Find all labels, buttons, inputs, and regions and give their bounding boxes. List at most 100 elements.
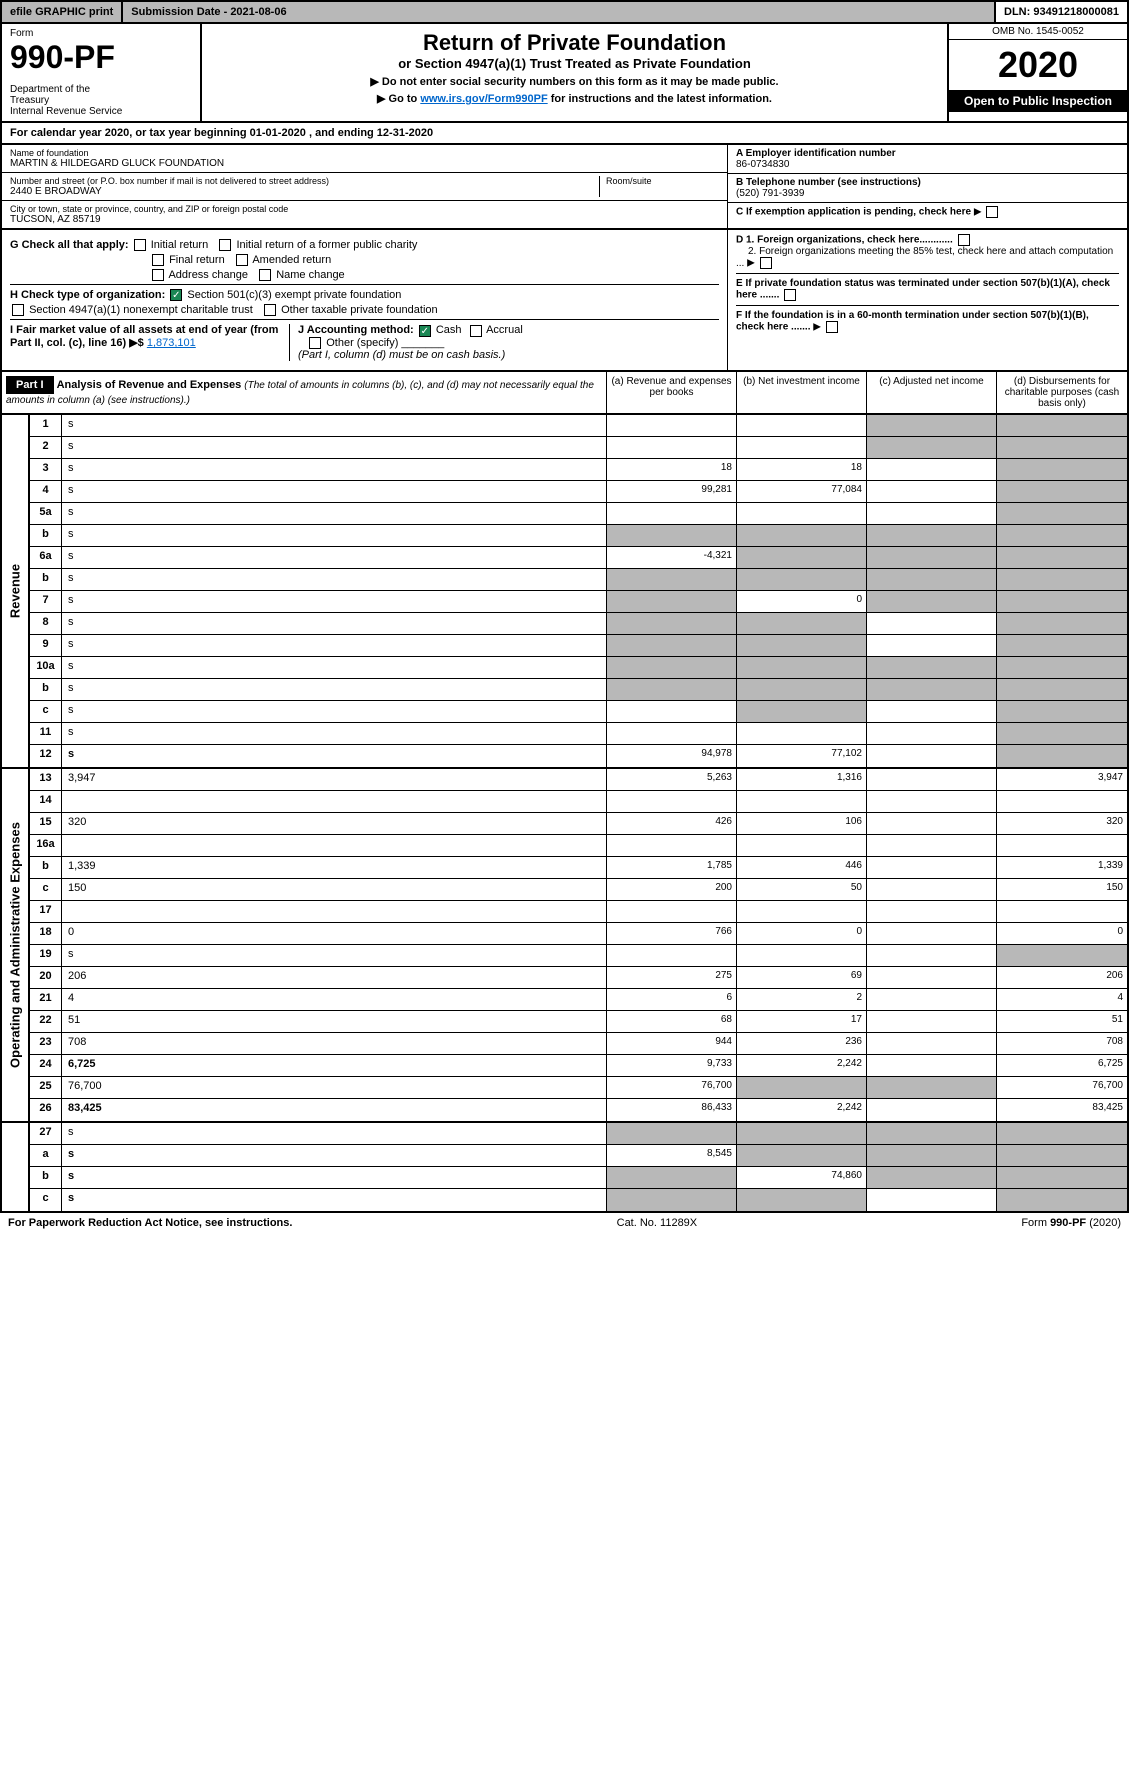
- value-cell-b: [737, 635, 867, 656]
- line-description: s: [62, 1123, 607, 1144]
- checks-left: G Check all that apply: Initial return I…: [2, 230, 727, 370]
- part1-title-cell: Part I Analysis of Revenue and Expenses …: [2, 372, 607, 413]
- line-description: 6,725: [62, 1055, 607, 1076]
- d2-checkbox[interactable]: [760, 257, 772, 269]
- info-right: A Employer identification number 86-0734…: [727, 145, 1127, 228]
- value-cell-b: 0: [737, 923, 867, 944]
- value-cell-c: [867, 813, 997, 834]
- line-description: s: [62, 525, 607, 546]
- table-row: 15320426106320: [30, 813, 1127, 835]
- submission-date: Submission Date - 2021-08-06: [123, 2, 996, 22]
- line-description: [62, 791, 607, 812]
- table-row: 9s: [30, 635, 1127, 657]
- value-cell-b: [737, 791, 867, 812]
- h-check-other[interactable]: [264, 304, 276, 316]
- value-cell-a: 9,733: [607, 1055, 737, 1076]
- line-description: s: [62, 459, 607, 480]
- c-checkbox[interactable]: [986, 206, 998, 218]
- value-cell-c: [867, 481, 997, 502]
- line-number: 12: [30, 745, 62, 767]
- g-check-name[interactable]: [259, 269, 271, 281]
- value-cell-a: [607, 415, 737, 436]
- line-number: c: [30, 701, 62, 722]
- line-description: 3,947: [62, 769, 607, 790]
- g-check-final[interactable]: [152, 254, 164, 266]
- value-cell-d: [997, 745, 1127, 767]
- j-check-accrual[interactable]: [470, 325, 482, 337]
- table-row: 19s: [30, 945, 1127, 967]
- irs-link[interactable]: www.irs.gov/Form990PF: [420, 93, 547, 105]
- g-check-address[interactable]: [152, 269, 164, 281]
- form-title: Return of Private Foundation: [208, 30, 941, 56]
- table-row: 8s: [30, 613, 1127, 635]
- col-b-head: (b) Net investment income: [737, 372, 867, 413]
- expense-rows: 133,9475,2631,3163,947141532042610632016…: [30, 769, 1127, 1121]
- dept-label: Department of theTreasuryInternal Revenu…: [10, 84, 192, 117]
- value-cell-d: [997, 415, 1127, 436]
- revenue-table: Revenue 1s2s3s18184s99,28177,0845asbs6as…: [0, 415, 1129, 769]
- g-check-initial[interactable]: [134, 239, 146, 251]
- value-cell-b: [737, 569, 867, 590]
- line-number: 20: [30, 967, 62, 988]
- line-description: s: [62, 679, 607, 700]
- table-row: 18076600: [30, 923, 1127, 945]
- value-cell-c: [867, 1189, 997, 1211]
- value-cell-d: [997, 1167, 1127, 1188]
- value-cell-d: [997, 701, 1127, 722]
- f-checkbox[interactable]: [826, 321, 838, 333]
- value-cell-a: 5,263: [607, 769, 737, 790]
- line-number: 22: [30, 1011, 62, 1032]
- value-cell-b: [737, 437, 867, 458]
- value-cell-a: 275: [607, 967, 737, 988]
- value-cell-b: [737, 525, 867, 546]
- line-number: b: [30, 857, 62, 878]
- value-cell-b: [737, 679, 867, 700]
- h-check-4947[interactable]: [12, 304, 24, 316]
- value-cell-b: [737, 835, 867, 856]
- form-number: 990-PF: [10, 39, 192, 76]
- value-cell-c: [867, 437, 997, 458]
- j-check-other[interactable]: [309, 337, 321, 349]
- c-cell: C If exemption application is pending, c…: [728, 203, 1127, 221]
- j-check-cash[interactable]: [419, 325, 431, 337]
- value-cell-b: [737, 503, 867, 524]
- value-cell-c: [867, 923, 997, 944]
- value-cell-d: [997, 679, 1127, 700]
- value-cell-c: [867, 657, 997, 678]
- line-number: b: [30, 679, 62, 700]
- line-number: 8: [30, 613, 62, 634]
- value-cell-a: 68: [607, 1011, 737, 1032]
- value-cell-a: [607, 635, 737, 656]
- value-cell-d: [997, 437, 1127, 458]
- line-number: 10a: [30, 657, 62, 678]
- value-cell-d: [997, 791, 1127, 812]
- g-check-amended[interactable]: [236, 254, 248, 266]
- line-description: 83,425: [62, 1099, 607, 1121]
- h-check-501c3[interactable]: [170, 289, 182, 301]
- line-description: s: [62, 745, 607, 767]
- value-cell-d: [997, 481, 1127, 502]
- value-cell-d: [997, 459, 1127, 480]
- value-cell-c: [867, 989, 997, 1010]
- value-cell-c: [867, 503, 997, 524]
- line-description: s: [62, 547, 607, 568]
- table-row: 14: [30, 791, 1127, 813]
- table-row: bs: [30, 569, 1127, 591]
- value-cell-a: 86,433: [607, 1099, 737, 1121]
- col-d-head: (d) Disbursements for charitable purpose…: [997, 372, 1127, 413]
- e-checkbox[interactable]: [784, 289, 796, 301]
- table-row: 133,9475,2631,3163,947: [30, 769, 1127, 791]
- g-check-initial-public[interactable]: [219, 239, 231, 251]
- value-cell-a: 8,545: [607, 1145, 737, 1166]
- value-cell-a: [607, 657, 737, 678]
- line-description: s: [62, 437, 607, 458]
- line-description: s: [62, 569, 607, 590]
- d1-checkbox[interactable]: [958, 234, 970, 246]
- line-number: 9: [30, 635, 62, 656]
- fmv-link[interactable]: 1,873,101: [147, 337, 196, 349]
- value-cell-d: [997, 723, 1127, 744]
- footer-left: For Paperwork Reduction Act Notice, see …: [8, 1217, 292, 1229]
- table-row: 2020627569206: [30, 967, 1127, 989]
- table-row: 7s0: [30, 591, 1127, 613]
- info-section: Name of foundation MARTIN & HILDEGARD GL…: [0, 145, 1129, 230]
